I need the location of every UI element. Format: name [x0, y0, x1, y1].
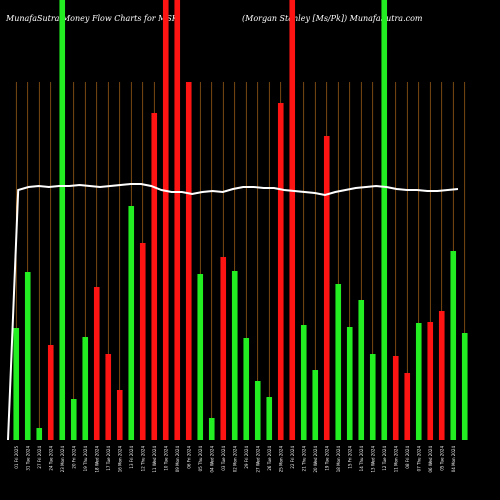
chart-title: MunafaSutra Money Flow Charts for MSK	[6, 14, 178, 23]
x-tick-label: 13 Fri 2024	[129, 446, 134, 469]
money-flow-bar	[438, 311, 445, 440]
money-flow-bar	[128, 206, 135, 440]
money-flow-bar	[82, 337, 89, 440]
x-tick-label: 02 Mon 2024	[232, 446, 237, 473]
x-tick-label: 23 Mon 2024	[60, 446, 65, 473]
x-tick-label: 29 Fri 2024	[244, 446, 249, 469]
money-flow-bar	[231, 271, 238, 440]
chart-source: (Morgan Stanley [Ms/Pk]) MunafaSutra.com	[242, 14, 423, 23]
x-tick-label: 06 Wed 2024	[428, 446, 433, 473]
money-flow-bar	[13, 328, 20, 440]
x-tick-label: 05 Tue 2024	[439, 446, 444, 471]
x-tick-label: 27 Fri 2024	[37, 446, 42, 469]
money-flow-bar	[93, 287, 100, 440]
x-tick-label: 17 Tue 2024	[106, 446, 111, 471]
x-tick-label: 06 Fri 2024	[186, 446, 191, 469]
x-tick-label: 13 Wed 2024	[370, 446, 375, 473]
money-flow-bar	[312, 370, 319, 440]
money-flow-bar	[174, 0, 181, 440]
x-tick-label: 04 Mon 2024	[451, 446, 456, 473]
x-tick-label: 15 Fri 2024	[347, 446, 352, 469]
money-flow-bar	[36, 428, 43, 440]
x-tick-label: 31 Tue 2024	[25, 446, 30, 471]
money-flow-bar	[24, 272, 31, 440]
money-flow-bar	[197, 274, 204, 440]
x-tick-label: 18 Mon 2024	[336, 446, 341, 473]
money-flow-bar	[335, 284, 342, 440]
money-flow-bar	[139, 243, 146, 440]
money-flow-bar	[116, 390, 123, 440]
x-tick-label: 26 Tue 2024	[267, 446, 272, 471]
money-flow-bar	[185, 82, 192, 440]
money-flow-bar	[243, 338, 250, 440]
x-tick-label: 24 Tue 2024	[48, 446, 53, 471]
money-flow-bar	[392, 356, 399, 440]
x-tick-label: 22 Fri 2024	[290, 446, 295, 469]
money-flow-bar	[404, 373, 411, 440]
money-flow-bar	[323, 136, 330, 440]
x-tick-label: 20 Fri 2024	[71, 446, 76, 469]
x-tick-label: 19 Tue 2024	[324, 446, 329, 471]
x-tick-label: 01 Fri 2025	[14, 446, 19, 469]
x-tick-label: 03 Tue 2024	[221, 446, 226, 471]
x-tick-label: 14 Thu 2024	[359, 446, 364, 472]
x-tick-label: 18 Wed 2024	[94, 446, 99, 473]
money-flow-bar	[208, 418, 215, 440]
x-tick-label: 12 Tue 2024	[382, 446, 387, 471]
money-flow-bar	[427, 322, 434, 440]
price-line	[7, 183, 459, 441]
money-flow-bar	[59, 0, 66, 440]
x-tick-label: 10 Tue 2024	[163, 446, 168, 471]
money-flow-bar	[151, 113, 158, 440]
x-tick-label: 12 Thu 2024	[140, 446, 145, 472]
money-flow-bar	[105, 354, 112, 440]
money-flow-bar	[47, 345, 54, 440]
money-flow-bar	[162, 0, 169, 440]
x-tick-label: 04 Wed 2024	[209, 446, 214, 473]
money-flow-bar	[254, 381, 261, 440]
money-flow-bar	[289, 0, 296, 440]
money-flow-bar	[381, 0, 388, 440]
x-tick-label: 27 Wed 2024	[255, 446, 260, 473]
money-flow-bar	[266, 397, 273, 440]
x-tick-label: 19 Thu 2024	[83, 446, 88, 472]
x-tick-label: 21 Thu 2024	[301, 446, 306, 472]
x-tick-label: 11 Mon 2024	[393, 446, 398, 473]
money-flow-bar	[415, 323, 422, 440]
x-tick-label: 05 Thu 2024	[198, 446, 203, 472]
money-flow-bar	[70, 399, 77, 440]
money-flow-bar	[450, 251, 457, 440]
x-tick-label: 20 Wed 2024	[313, 446, 318, 473]
x-tick-label: 25 Mon 2024	[278, 446, 283, 473]
money-flow-bar	[358, 300, 365, 440]
x-tick-label: 09 Mon 2024	[175, 446, 180, 473]
money-flow-bar	[346, 327, 353, 440]
money-flow-bar	[277, 103, 284, 440]
money-flow-bar	[300, 325, 307, 440]
money-flow-bar	[461, 333, 468, 440]
x-tick-label: 07 Thu 2024	[416, 446, 421, 472]
x-tick-label: 16 Mon 2024	[117, 446, 122, 473]
money-flow-bar	[369, 354, 376, 440]
x-tick-label: 08 Fri 2024	[405, 446, 410, 469]
x-tick-label: 11 Wed 2024	[152, 446, 157, 473]
money-flow-bar	[220, 257, 227, 440]
